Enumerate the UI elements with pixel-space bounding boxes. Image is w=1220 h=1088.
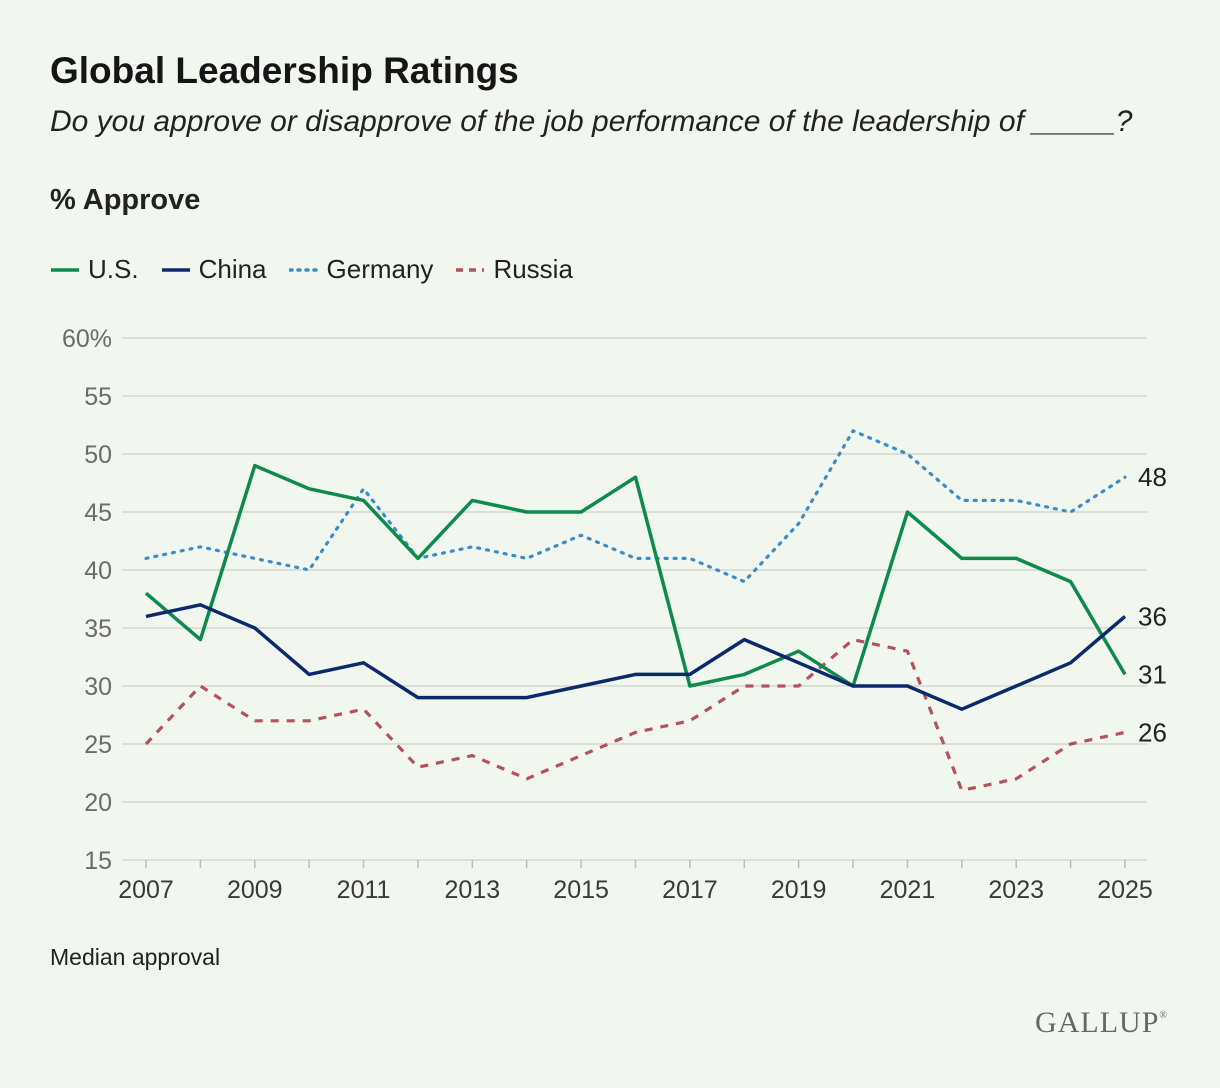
end-label-us: 31 xyxy=(1138,659,1167,689)
x-tick-label: 2023 xyxy=(988,876,1044,904)
series-line-china xyxy=(145,603,1127,711)
gallup-logo: GALLUP® xyxy=(1035,1006,1168,1039)
y-tick-label: 40 xyxy=(84,557,112,585)
end-label-china: 36 xyxy=(1138,601,1167,631)
x-tick-label: 2025 xyxy=(1097,876,1153,904)
legend-swatch xyxy=(456,267,485,272)
y-tick-label: 55 xyxy=(84,383,112,411)
end-label-germany: 48 xyxy=(1138,462,1167,492)
legend-swatch xyxy=(161,267,190,272)
chart-title: Global Leadership Ratings xyxy=(50,50,519,91)
x-tick-label: 2009 xyxy=(227,876,283,904)
legend-label: Germany xyxy=(326,254,434,284)
y-tick-label: 20 xyxy=(84,789,112,817)
legend-label: China xyxy=(198,254,267,284)
y-tick-label: 15 xyxy=(84,847,112,875)
legend-label: Russia xyxy=(493,254,573,284)
x-tick-label: 2007 xyxy=(118,876,174,904)
y-tick-label: 35 xyxy=(84,615,112,643)
unit-label: % Approve xyxy=(50,184,201,216)
y-tick-label: 50 xyxy=(84,441,112,469)
legend-swatch xyxy=(51,267,79,272)
x-tick-label: 2019 xyxy=(771,876,827,904)
x-tick-label: 2021 xyxy=(880,876,936,904)
x-tick-label: 2013 xyxy=(445,876,501,904)
legend: U.S. China Germany Russia xyxy=(50,254,595,285)
series-line-russia xyxy=(144,637,1126,793)
legend-label: U.S. xyxy=(88,254,139,284)
y-tick-label: 45 xyxy=(84,499,112,527)
y-tick-label: 60% xyxy=(62,325,112,353)
legend-item-us: U.S. xyxy=(50,254,139,285)
x-tick-label: 2015 xyxy=(553,876,609,904)
legend-item-china: China xyxy=(161,254,267,285)
chart-note: Median approval xyxy=(50,944,221,970)
legend-item-germany: Germany xyxy=(288,254,434,285)
x-tick-label: 2017 xyxy=(662,876,718,904)
end-label-russia: 26 xyxy=(1138,717,1167,747)
y-tick-label: 25 xyxy=(84,731,112,759)
chart-subtitle: Do you approve or disapprove of the job … xyxy=(50,105,1133,138)
series-line-us xyxy=(144,463,1127,688)
legend-swatch xyxy=(288,267,319,272)
y-tick-label: 30 xyxy=(84,673,112,701)
x-tick-label: 2011 xyxy=(337,876,391,904)
legend-item-russia: Russia xyxy=(455,254,573,285)
